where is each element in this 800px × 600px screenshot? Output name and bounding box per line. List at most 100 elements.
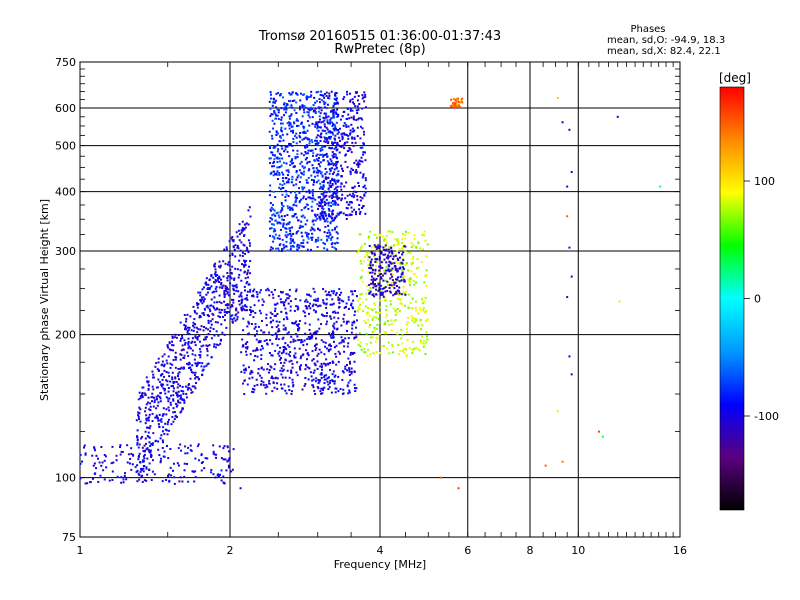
data-point <box>226 291 229 294</box>
data-point <box>390 245 393 248</box>
data-point <box>123 474 126 477</box>
data-point <box>402 267 405 270</box>
data-point <box>278 94 281 97</box>
data-point <box>272 162 275 165</box>
data-point <box>180 349 183 352</box>
data-point <box>290 181 293 184</box>
data-point <box>314 219 317 222</box>
data-point <box>330 391 333 394</box>
data-point <box>275 173 278 176</box>
data-point <box>348 201 351 204</box>
data-point <box>193 309 196 312</box>
data-point <box>327 235 330 238</box>
data-point <box>369 260 372 263</box>
data-point <box>348 147 351 150</box>
data-point <box>160 434 163 437</box>
data-point <box>310 139 313 142</box>
data-point <box>424 275 427 278</box>
data-point <box>320 372 323 375</box>
data-point <box>240 370 243 373</box>
data-point <box>336 191 339 194</box>
data-point <box>141 396 144 399</box>
data-point <box>244 304 247 307</box>
data-point <box>231 284 234 287</box>
data-point <box>325 112 328 115</box>
data-point <box>246 383 249 386</box>
data-point <box>149 409 152 412</box>
data-point <box>191 385 194 388</box>
data-point <box>319 218 322 221</box>
data-point <box>152 373 155 376</box>
data-point <box>295 92 298 95</box>
data-point <box>148 436 151 439</box>
data-point <box>223 248 226 251</box>
data-point <box>322 197 325 200</box>
data-point <box>401 334 404 337</box>
data-point <box>172 399 175 402</box>
data-point <box>323 201 326 204</box>
data-point <box>288 117 291 120</box>
data-point <box>324 345 327 348</box>
data-point <box>330 131 333 134</box>
data-point <box>202 286 205 289</box>
data-point <box>151 396 154 399</box>
data-point <box>307 354 310 357</box>
data-point <box>257 341 260 344</box>
data-point <box>304 231 307 234</box>
data-point <box>292 204 295 207</box>
data-point <box>335 355 338 358</box>
data-point <box>255 290 258 293</box>
data-point <box>288 142 291 145</box>
data-point <box>215 290 218 293</box>
data-point <box>326 238 329 241</box>
data-point <box>269 172 272 175</box>
data-point <box>299 364 302 367</box>
data-point <box>144 394 147 397</box>
data-point <box>204 336 207 339</box>
data-point <box>289 114 292 117</box>
data-point <box>347 137 350 140</box>
data-point <box>223 311 226 314</box>
data-point <box>394 313 397 316</box>
data-point <box>396 270 399 273</box>
data-point <box>222 481 225 484</box>
data-point <box>354 105 357 108</box>
data-point <box>218 277 221 280</box>
data-point <box>293 122 296 125</box>
data-point <box>275 247 278 250</box>
data-point <box>331 245 334 248</box>
data-point <box>183 401 186 404</box>
data-point <box>378 258 381 261</box>
data-point <box>300 242 303 245</box>
data-point <box>308 138 311 141</box>
data-point <box>222 284 225 287</box>
data-point <box>314 299 317 302</box>
data-point <box>307 336 310 339</box>
data-point <box>319 202 322 205</box>
data-point <box>369 230 372 233</box>
data-point <box>306 96 309 99</box>
data-point <box>242 243 245 246</box>
data-point <box>239 293 242 296</box>
data-point <box>180 410 183 413</box>
data-point <box>174 414 177 417</box>
data-point <box>191 349 194 352</box>
data-point <box>399 275 402 278</box>
data-point <box>328 146 331 149</box>
data-point <box>275 338 278 341</box>
data-point <box>331 379 334 382</box>
data-point <box>570 275 573 278</box>
data-point <box>371 318 374 321</box>
data-point <box>173 418 176 421</box>
data-point <box>181 385 184 388</box>
data-point <box>292 322 295 325</box>
data-point <box>332 209 335 212</box>
data-point <box>378 234 381 237</box>
data-point <box>143 460 146 463</box>
data-point <box>356 126 359 129</box>
data-point <box>198 340 201 343</box>
data-point <box>236 318 239 321</box>
data-point <box>318 98 321 101</box>
data-point <box>361 127 364 130</box>
data-point <box>300 208 303 211</box>
